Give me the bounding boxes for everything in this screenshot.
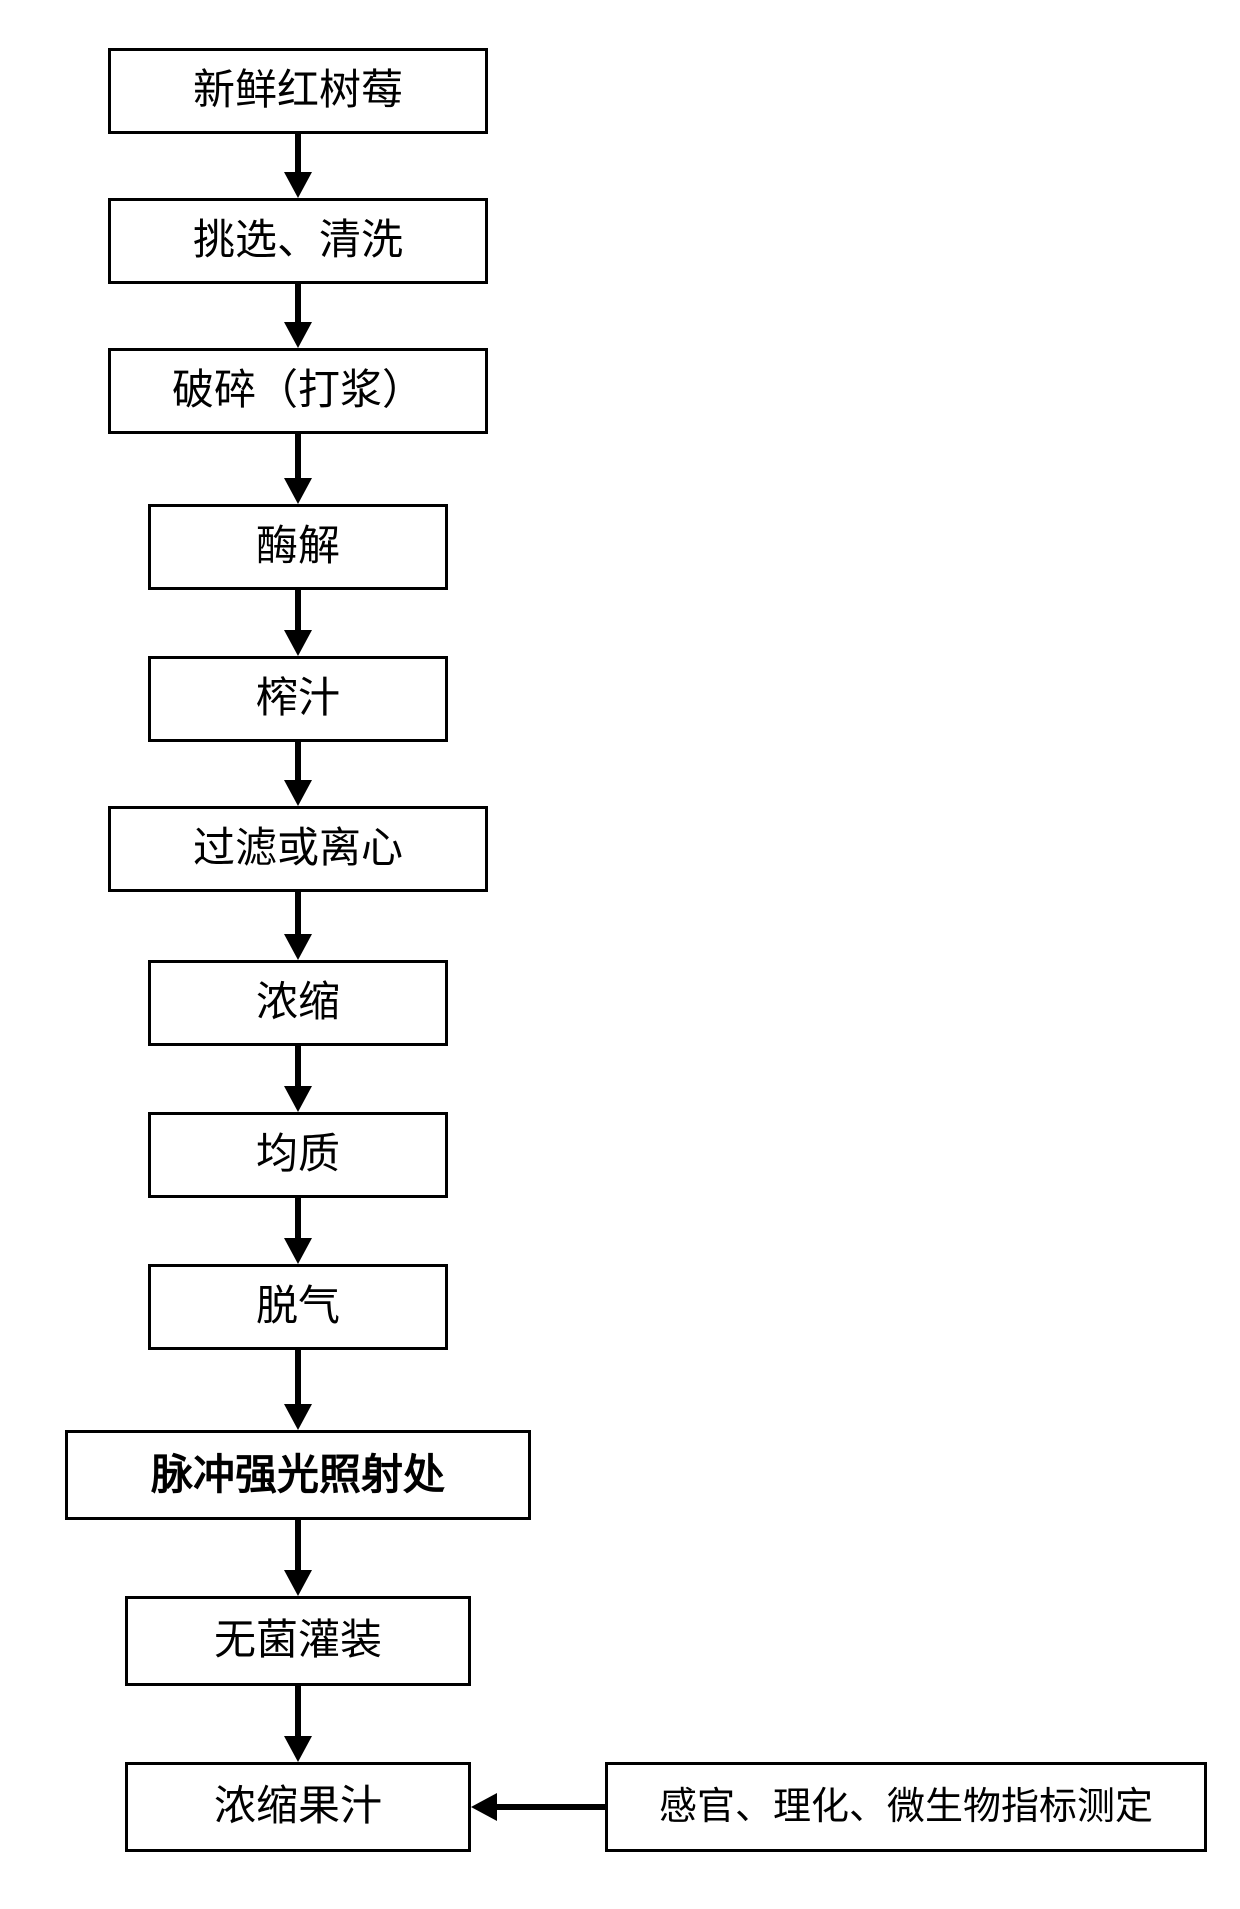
arrow-shaft <box>295 742 301 780</box>
node-enzymolysis: 酶解 <box>148 504 448 590</box>
node-homogenize: 均质 <box>148 1112 448 1198</box>
arrow-shaft <box>295 434 301 478</box>
arrow-shaft <box>295 1350 301 1404</box>
arrow-shaft <box>295 1198 301 1238</box>
node-label: 浓缩果汁 <box>214 1786 382 1828</box>
arrow-shaft <box>497 1804 605 1810</box>
arrow-shaft <box>295 1520 301 1570</box>
arrow-head-down-icon <box>284 1736 312 1762</box>
node-crush: 破碎（打浆） <box>108 348 488 434</box>
arrow-head-down-icon <box>284 1238 312 1264</box>
arrow-shaft <box>295 892 301 934</box>
node-select-wash: 挑选、清洗 <box>108 198 488 284</box>
node-pulsed-light: 脉冲强光照射处 <box>65 1430 531 1520</box>
arrow-head-down-icon <box>284 322 312 348</box>
arrow-head-down-icon <box>284 478 312 504</box>
node-label: 破碎（打浆） <box>172 370 424 412</box>
arrow-head-down-icon <box>284 172 312 198</box>
arrow-shaft <box>295 1686 301 1736</box>
node-concentrated-juice: 浓缩果汁 <box>125 1762 471 1852</box>
arrow-head-left-icon <box>471 1793 497 1821</box>
node-degas: 脱气 <box>148 1264 448 1350</box>
node-label: 脱气 <box>256 1286 340 1328</box>
node-press-juice: 榨汁 <box>148 656 448 742</box>
arrow-head-down-icon <box>284 1086 312 1112</box>
node-testing: 感官、理化、微生物指标测定 <box>605 1762 1207 1852</box>
arrow-shaft <box>295 134 301 172</box>
node-label: 感官、理化、微生物指标测定 <box>659 1788 1153 1826</box>
flowchart-canvas: 新鲜红树莓 挑选、清洗 破碎（打浆） 酶解 榨汁 过滤或离心 浓缩 均质 脱气 … <box>0 0 1240 1909</box>
node-label: 酶解 <box>256 526 340 568</box>
node-label: 脉冲强光照射处 <box>151 1454 445 1496</box>
node-fresh-raspberry: 新鲜红树莓 <box>108 48 488 134</box>
node-label: 浓缩 <box>256 982 340 1024</box>
node-concentrate: 浓缩 <box>148 960 448 1046</box>
node-label: 无菌灌装 <box>214 1620 382 1662</box>
arrow-shaft <box>295 1046 301 1086</box>
node-label: 榨汁 <box>256 678 340 720</box>
arrow-head-down-icon <box>284 1404 312 1430</box>
node-label: 过滤或离心 <box>193 828 403 870</box>
arrow-shaft <box>295 284 301 322</box>
arrow-shaft <box>295 590 301 630</box>
arrow-head-down-icon <box>284 934 312 960</box>
arrow-head-down-icon <box>284 780 312 806</box>
node-label: 新鲜红树莓 <box>193 70 403 112</box>
node-filter-centrifuge: 过滤或离心 <box>108 806 488 892</box>
arrow-head-down-icon <box>284 1570 312 1596</box>
node-label: 均质 <box>256 1134 340 1176</box>
arrow-head-down-icon <box>284 630 312 656</box>
node-label: 挑选、清洗 <box>193 220 403 262</box>
node-aseptic-fill: 无菌灌装 <box>125 1596 471 1686</box>
